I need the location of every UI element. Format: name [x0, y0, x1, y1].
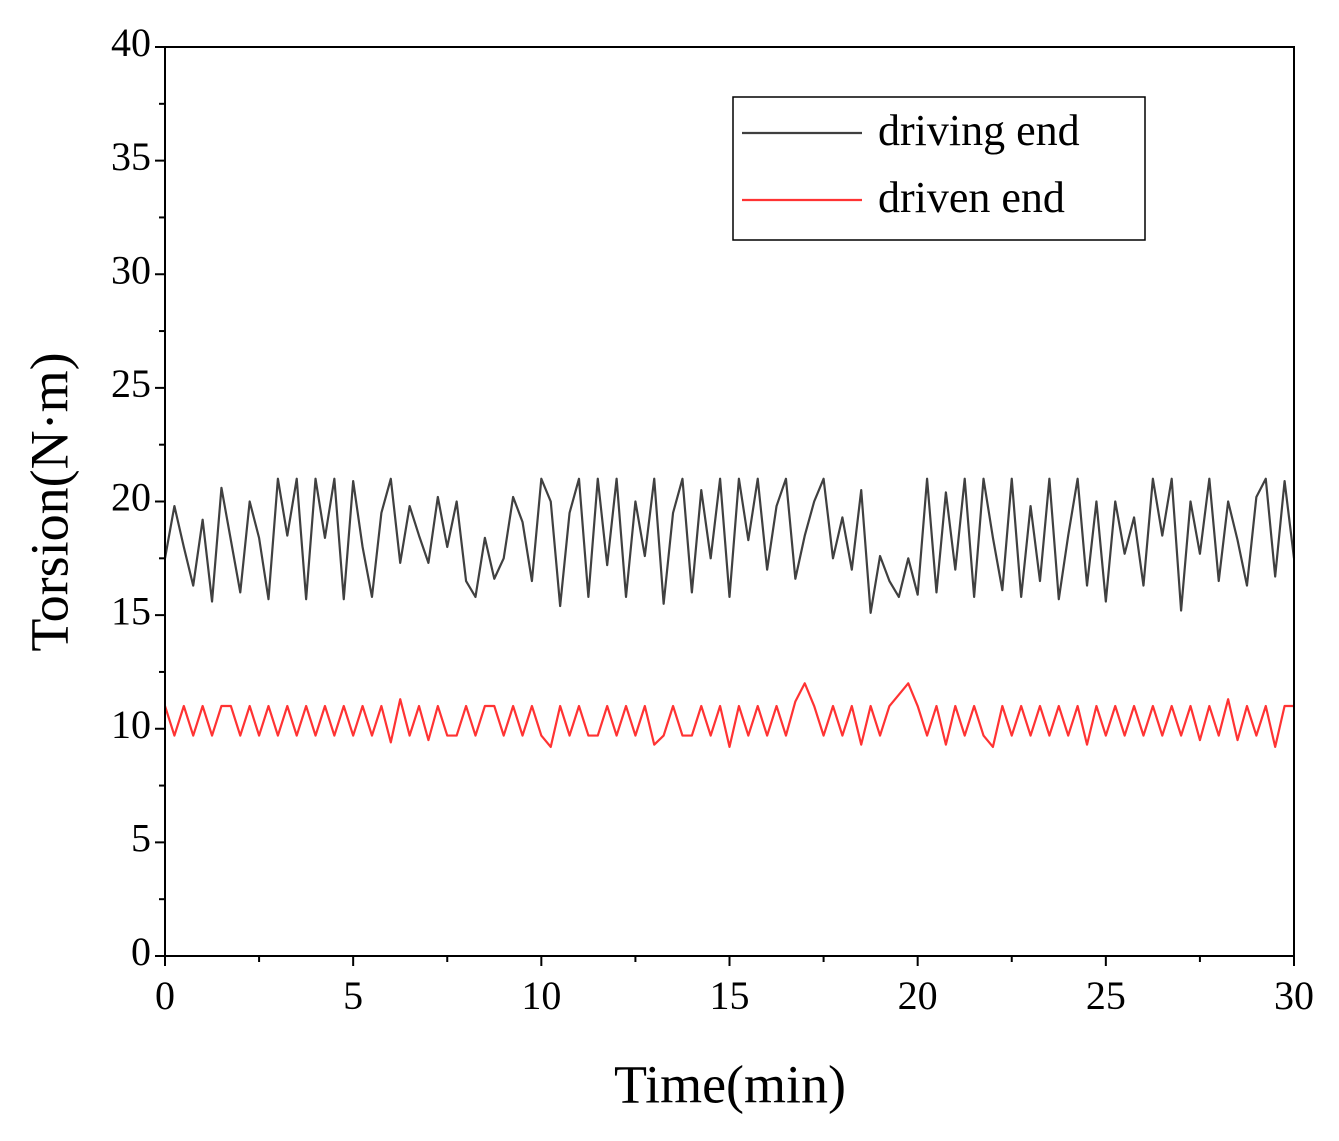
x-tick-label: 20 [898, 973, 938, 1018]
legend-box [732, 96, 1146, 241]
y-tick-label: 20 [111, 475, 151, 520]
y-tick-label: 15 [111, 588, 151, 633]
legend-label: driven end [878, 173, 1065, 222]
y-tick-label: 30 [111, 247, 151, 292]
series-line [163, 477, 1296, 614]
x-tick-label: 0 [155, 973, 175, 1018]
y-tick-label: 5 [131, 816, 151, 861]
plot-frame [164, 46, 1295, 957]
y-tick-label: 0 [131, 929, 151, 974]
series-line [163, 682, 1294, 749]
y-tick-label: 40 [111, 20, 151, 65]
x-tick-label: 5 [343, 973, 363, 1018]
x-tick-label: 15 [710, 973, 750, 1018]
y-tick-label: 35 [111, 134, 151, 179]
legend-label: driving end [878, 106, 1080, 155]
x-tick-label: 30 [1274, 973, 1314, 1018]
x-tick-label: 10 [521, 973, 561, 1018]
y-tick-label: 25 [111, 361, 151, 406]
x-axis-title: Time(min) [614, 1054, 846, 1114]
y-tick-label: 10 [111, 702, 151, 747]
x-tick-label: 25 [1086, 973, 1126, 1018]
y-axis-title: Torsion(N·m) [19, 352, 79, 651]
